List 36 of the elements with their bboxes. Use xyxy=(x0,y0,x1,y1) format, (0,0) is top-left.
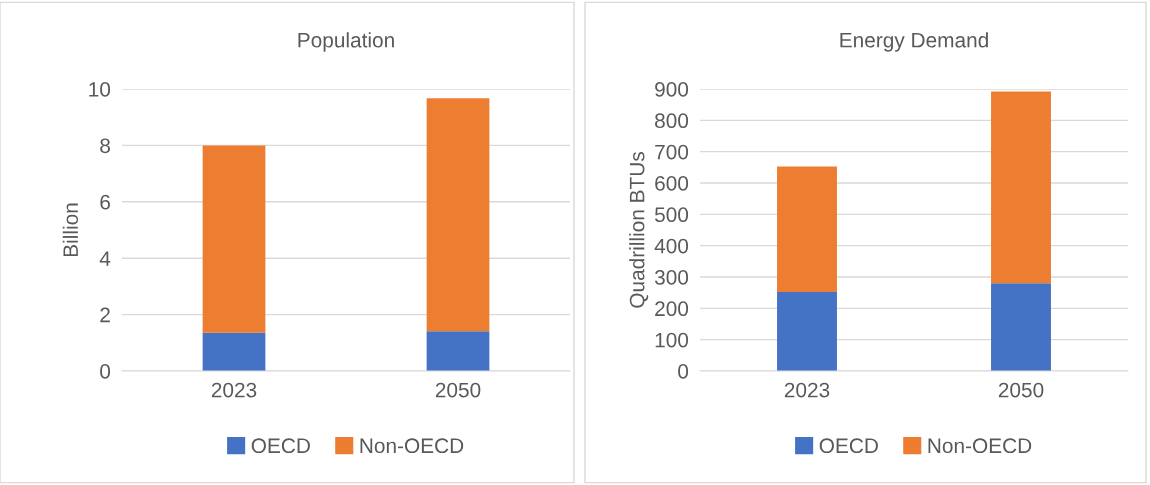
bar xyxy=(202,332,266,371)
y-tick-label: 0 xyxy=(678,364,689,379)
x-tick-label: 2023 xyxy=(211,382,257,398)
chart-title: Population xyxy=(298,32,394,52)
y-tick-label: 700 xyxy=(655,144,689,160)
y-tick-label: 100 xyxy=(655,332,689,348)
y-axis-title: Billion xyxy=(62,203,79,257)
bar xyxy=(991,283,1051,371)
legend-label: OECD xyxy=(251,438,310,454)
x-tick-label: 2023 xyxy=(784,382,830,398)
y-tick-label: 500 xyxy=(654,207,689,223)
bar xyxy=(991,91,1051,284)
bar xyxy=(777,166,837,293)
y-tick-label: 6 xyxy=(100,194,110,210)
y-tick-label: 300 xyxy=(654,270,689,285)
bar xyxy=(426,98,490,332)
legend-label: Non-OECD xyxy=(928,438,1032,454)
y-tick-label: 10 xyxy=(89,82,111,97)
y-tick-label: 400 xyxy=(654,238,689,254)
bar xyxy=(426,331,490,371)
legend-label: OECD xyxy=(819,438,878,454)
y-tick-label: 2 xyxy=(100,307,110,323)
y-tick-label: 4 xyxy=(99,251,111,266)
x-tick-label: 2050 xyxy=(998,382,1044,398)
bar xyxy=(202,145,266,333)
y-tick-label: 0 xyxy=(100,364,111,379)
y-tick-label: 800 xyxy=(655,113,689,129)
y-tick-label: 600 xyxy=(655,176,689,191)
legend-label: Non-OECD xyxy=(360,438,464,454)
y-axis-title: Quadrillion BTUs xyxy=(629,152,649,308)
y-tick-label: 900 xyxy=(655,82,689,97)
bar xyxy=(777,292,837,371)
y-tick-label: 200 xyxy=(655,301,689,317)
x-tick-label: 2050 xyxy=(435,382,481,398)
y-tick-label: 8 xyxy=(100,138,110,154)
chart-title: Energy Demand xyxy=(840,32,988,52)
